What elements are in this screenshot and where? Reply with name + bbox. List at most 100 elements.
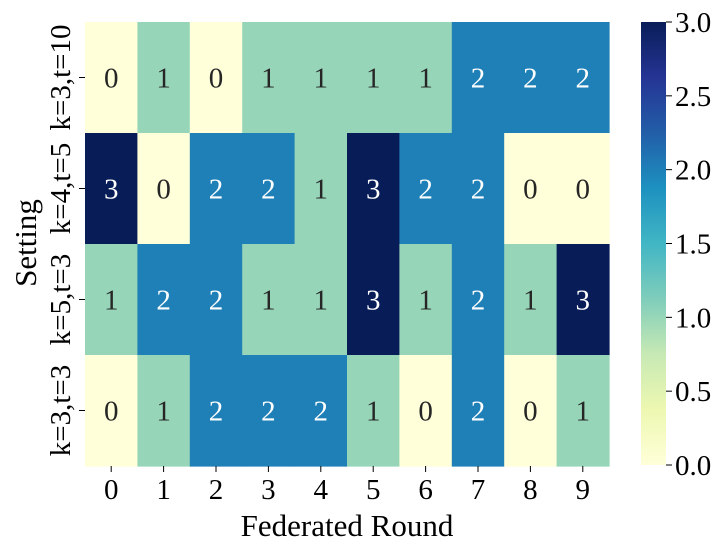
heatmap-cell (556, 22, 610, 134)
heatmap-cell (451, 133, 505, 245)
heatmap-cell (399, 22, 453, 134)
heatmap-cell (347, 133, 400, 245)
colorbar-tick-label: 1.5 (675, 229, 711, 261)
cell-value-label: 1 (576, 396, 591, 428)
cell-value-label: 0 (209, 63, 224, 95)
heatmap-cell (451, 355, 505, 467)
cell-value-label: 2 (209, 285, 224, 317)
heatmap-cell (451, 244, 505, 356)
heatmap-cell (189, 133, 243, 245)
colorbar-tick-label: 2.0 (675, 155, 711, 187)
cell-value-label: 2 (209, 396, 224, 428)
heatmap-cell (451, 22, 505, 134)
cell-value-label: 1 (156, 396, 171, 428)
colorbar (641, 22, 666, 465)
heatmap-cell (242, 133, 296, 245)
cell-value-label: 0 (104, 396, 119, 428)
cell-value-label: 1 (418, 285, 433, 317)
cell-value-label: 0 (156, 174, 171, 206)
x-tick-label: 5 (366, 474, 381, 506)
heatmap-cell (189, 244, 243, 356)
heatmap-cell (85, 355, 138, 467)
cell-value-label: 2 (418, 174, 433, 206)
heatmap-cell (85, 244, 138, 356)
x-tick-label: 9 (576, 474, 591, 506)
x-axis-label: Federated Round (241, 508, 454, 543)
x-axis-ticks: 0 1 2 3 4 5 6 7 8 9 (104, 466, 590, 506)
heatmap-cell (137, 22, 191, 134)
heatmap-cell (504, 133, 558, 245)
cell-value-label: 1 (261, 285, 276, 317)
cell-value-label: 0 (576, 174, 591, 206)
heatmap-cell (294, 355, 348, 467)
y-tick-label: k=3,t=3 (45, 365, 77, 457)
heatmap-cells (85, 22, 610, 467)
cell-value-label: 1 (261, 63, 276, 95)
heatmap-cell (504, 355, 558, 467)
heatmap-cell (504, 22, 558, 134)
heatmap-cell (242, 22, 296, 134)
heatmap-cell (347, 22, 400, 134)
colorbar-ticks: 0.0 0.5 1.0 1.5 2.0 2.5 3.0 (666, 7, 711, 482)
y-axis-ticks: k=3,t=10 k=4,t=5 k=5,t=3 k=3,t=3 (45, 24, 85, 456)
heatmap-cell (137, 133, 191, 245)
cell-value-label: 1 (523, 285, 538, 317)
heatmap-cell (294, 22, 348, 134)
cell-value-label: 2 (261, 174, 276, 206)
cell-value-label: 2 (471, 63, 486, 95)
heatmap-cell (242, 244, 296, 356)
cell-value-label: 2 (209, 174, 224, 206)
cell-value-label: 2 (471, 174, 486, 206)
cell-value-label: 2 (261, 396, 276, 428)
colorbar-tick-label: 2.5 (675, 81, 711, 113)
y-axis-label: Setting (8, 199, 43, 287)
heatmap-cell (189, 355, 243, 467)
x-tick-label: 7 (471, 474, 486, 506)
x-tick-label: 4 (314, 474, 329, 506)
colorbar-tick-label: 3.0 (675, 7, 711, 39)
cell-value-label: 2 (471, 285, 486, 317)
heatmap-cell (85, 22, 138, 134)
heatmap-cell (399, 244, 453, 356)
heatmap-cell (504, 244, 558, 356)
cell-value-label: 3 (366, 285, 381, 317)
cell-annotations: 0 1 0 1 1 1 1 2 2 2 3 0 2 2 1 3 2 2 0 0 1 2 2 1 1 3 1 2 1 3 0 1 2 2 2 1 0 2 0 1 (104, 63, 590, 428)
cell-value-label: 3 (576, 285, 591, 317)
cell-value-label: 1 (366, 396, 381, 428)
cell-value-label: 3 (104, 174, 119, 206)
cell-value-label: 0 (523, 174, 538, 206)
heatmap-cell (137, 244, 191, 356)
cell-value-label: 2 (314, 396, 329, 428)
cell-value-label: 1 (314, 63, 329, 95)
x-tick-label: 2 (209, 474, 224, 506)
y-tick-label: k=5,t=3 (45, 254, 77, 346)
cell-value-label: 2 (523, 63, 538, 95)
x-tick-label: 6 (418, 474, 433, 506)
cell-value-label: 1 (314, 285, 329, 317)
cell-value-label: 1 (366, 63, 381, 95)
heatmap-cell (294, 133, 348, 245)
cell-value-label: 1 (156, 63, 171, 95)
cell-value-label: 2 (471, 396, 486, 428)
colorbar-tick-label: 1.0 (675, 302, 711, 334)
colorbar-tick-label: 0.0 (675, 450, 711, 482)
x-tick-label: 0 (104, 474, 119, 506)
cell-value-label: 2 (576, 63, 591, 95)
x-tick-label: 3 (261, 474, 276, 506)
heatmap-cell (137, 355, 191, 467)
x-tick-label: 8 (523, 474, 538, 506)
heatmap-cell (399, 133, 453, 245)
heatmap-cell (347, 244, 400, 356)
cell-value-label: 1 (104, 285, 119, 317)
cell-value-label: 0 (104, 63, 119, 95)
heatmap-cell (347, 355, 400, 467)
heatmap-cell (85, 133, 138, 245)
heatmap-cell (556, 133, 610, 245)
heatmap-cell (294, 244, 348, 356)
x-tick-label: 1 (156, 474, 171, 506)
cell-value-label: 2 (156, 285, 171, 317)
y-tick-label: k=4,t=5 (45, 143, 77, 235)
cell-value-label: 1 (314, 174, 329, 206)
cell-value-label: 0 (418, 396, 433, 428)
